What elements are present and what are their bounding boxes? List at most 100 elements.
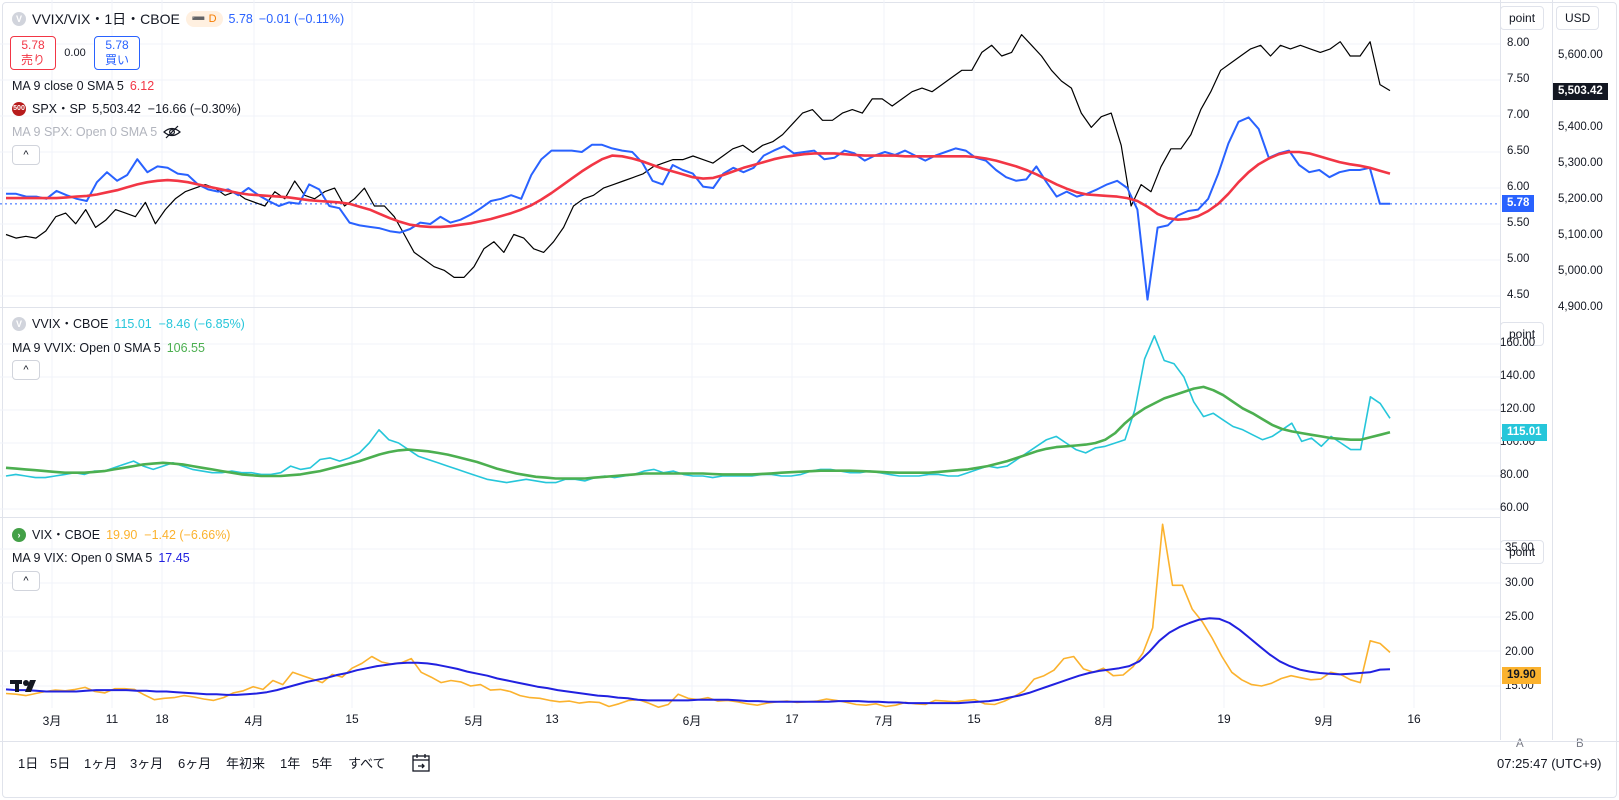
ma-vix-value: 17.45 — [158, 551, 190, 565]
time-axis-label: 19 — [1217, 712, 1231, 726]
time-axis-label: 7月 — [874, 714, 894, 728]
timeframe-button[interactable]: 5年 — [312, 756, 333, 771]
main-legend: V VVIX/VIX・1日・CBOE ➖ D 5.78 −0.01 (−0.11… — [12, 11, 344, 27]
buy-label: 買い — [104, 53, 129, 67]
hidden-eye-icon[interactable] — [163, 125, 182, 139]
timeframe-button[interactable]: 1ヶ月 — [84, 756, 118, 771]
timeframe-button[interactable]: 5日 — [50, 756, 71, 771]
buy-button[interactable]: 5.78 買い — [94, 36, 140, 70]
vix-values: 19.90 −1.42 (−6.66%) — [106, 528, 231, 542]
vvix-logo-icon: V — [12, 317, 26, 331]
collapse-vix-legend-button[interactable]: ^ — [12, 571, 40, 591]
time-axis-label: 6月 — [682, 714, 702, 728]
ma-ratio-line — [6, 150, 1391, 229]
ma-spx-legend[interactable]: MA 9 SPX: Open 0 SMA 5 — [12, 124, 182, 140]
timeframe-button[interactable]: 1日 — [18, 756, 39, 771]
time-axis-label: 15 — [967, 712, 981, 726]
ma-vix-line — [5, 617, 1391, 705]
timeframe-button[interactable]: すべて — [348, 756, 386, 771]
ma-main-legend[interactable]: MA 9 close 0 SMA 5 6.12 — [12, 78, 154, 94]
spx-legend[interactable]: 500 SPX・SP 5,503.42 −16.66 (−0.30%) — [12, 101, 241, 117]
ma-vvix-value: 106.55 — [166, 341, 205, 355]
vix-line — [5, 523, 1391, 708]
ratio-line — [6, 116, 1390, 301]
timeframe-button[interactable]: 6ヶ月 — [178, 756, 212, 771]
time-axis-label: 5月 — [464, 714, 484, 728]
main-symbol-title[interactable]: VVIX/VIX・1日・CBOE — [32, 11, 180, 27]
sell-label: 売り — [20, 53, 45, 67]
time-axis-label: 9月 — [1314, 714, 1334, 728]
collapse-vvix-legend-button[interactable]: ^ — [12, 360, 40, 380]
axis-mode-button-vix[interactable]: point — [1500, 540, 1545, 564]
vvix-axis-tick: 140.00 — [1500, 370, 1536, 382]
scale-a-label[interactable]: A — [1516, 738, 1524, 750]
vvix-axis-tick: 60.00 — [1500, 502, 1529, 514]
vix-axis-tick: 25.00 — [1505, 611, 1534, 623]
vvix-axis-tick: 160.00 — [1500, 337, 1536, 349]
bottom-toolbar: 1日 5日 1ヶ月 3ヶ月 6ヶ月 年初来 1年 5年 すべて 07:25:47 (UTC+9) — [0, 741, 1619, 798]
vix-legend[interactable]: › VIX・CBOE 19.90 −1.42 (−6.66%) — [12, 527, 230, 543]
time-axis-label: 11 — [105, 712, 119, 726]
date-range-icon[interactable] — [410, 752, 430, 774]
spread-value: 0.00 — [64, 47, 86, 59]
tradingview-logo[interactable] — [10, 676, 44, 696]
ma-vvix-line — [5, 385, 1391, 480]
vix-axis-tick: 35.00 — [1505, 542, 1534, 554]
ma-main-label: MA 9 close 0 SMA 5 — [12, 79, 124, 93]
spx-axis-tick: 4,900.00 — [1558, 301, 1603, 313]
time-axis-label: 16 — [1407, 712, 1421, 726]
vvix-line — [5, 335, 1391, 484]
time-axis-label: 8月 — [1094, 714, 1114, 728]
collapse-legend-button[interactable]: ^ — [12, 145, 40, 165]
spx-symbol: SPX・SP — [32, 102, 87, 116]
ma-vix-label: MA 9 VIX: Open 0 SMA 5 — [12, 551, 153, 565]
vvix-axis-tick: 120.00 — [1500, 403, 1536, 415]
ma-vix-legend[interactable]: MA 9 VIX: Open 0 SMA 5 17.45 — [12, 550, 190, 566]
vix-axis-tick: 20.00 — [1505, 645, 1534, 658]
spx-axis-tick: 5,300.00 — [1558, 157, 1603, 169]
last-ratio-tag: 5.78 — [1502, 195, 1535, 212]
ma-spx-label: MA 9 SPX: Open 0 SMA 5 — [12, 125, 158, 139]
price-axis-b[interactable] — [1552, 0, 1619, 740]
trade-panel: 5.78 売り 0.00 5.78 買い — [10, 36, 140, 70]
vix-symbol: VIX・CBOE — [32, 528, 101, 542]
delayed-data-badge[interactable]: ➖ D — [185, 11, 223, 27]
timeframe-button[interactable]: 1年 — [280, 756, 301, 771]
pane-separator[interactable] — [0, 307, 1500, 308]
axis-mode-button[interactable]: point — [1500, 6, 1545, 30]
time-axis-label: 4月 — [244, 714, 264, 728]
scale-b-label[interactable]: B — [1576, 738, 1584, 750]
ratio-axis-tick: 5.00 — [1507, 253, 1530, 265]
spx-axis-tick: 5,000.00 — [1558, 265, 1603, 277]
price-axis-a[interactable] — [1500, 0, 1552, 740]
spx-axis-tick: 5,400.00 — [1558, 121, 1603, 133]
spx-logo-icon: 500 — [12, 102, 26, 116]
ma-main-value: 6.12 — [129, 79, 155, 93]
vvix-legend[interactable]: V VVIX・CBOE 115.01 −8.46 (−6.85%) — [12, 316, 245, 332]
time-axis-label: 17 — [785, 712, 799, 726]
buy-price: 5.78 — [105, 38, 129, 52]
last-vvix-tag: 115.01 — [1502, 424, 1547, 441]
vvix-symbol: VVIX・CBOE — [32, 317, 109, 331]
ratio-axis-tick: 6.50 — [1507, 145, 1530, 157]
sell-price: 5.78 — [21, 38, 45, 52]
currency-button[interactable]: USD — [1556, 6, 1600, 30]
ratio-axis-tick: 8.00 — [1507, 37, 1530, 49]
symbol-logo-icon: V — [12, 12, 26, 26]
ma-vvix-legend[interactable]: MA 9 VVIX: Open 0 SMA 5 106.55 — [12, 340, 205, 356]
chart-plot-area[interactable] — [0, 0, 1500, 740]
ratio-axis-tick: 7.00 — [1507, 109, 1530, 121]
time-axis-label: 18 — [155, 712, 169, 726]
clock-display[interactable]: 07:25:47 (UTC+9) — [1497, 756, 1602, 771]
ratio-axis-tick: 7.50 — [1507, 73, 1530, 85]
axis-mode-button-vvix[interactable]: point — [1500, 322, 1545, 346]
time-axis-label: 3月 — [42, 714, 62, 728]
timeframe-button[interactable]: 年初来 — [226, 756, 266, 771]
vix-logo-icon: › — [12, 528, 26, 542]
pane-separator[interactable] — [0, 517, 1500, 518]
sell-button[interactable]: 5.78 売り — [10, 36, 56, 70]
timeframe-button[interactable]: 3ヶ月 — [130, 756, 164, 771]
tradingview-logo-icon — [10, 680, 36, 692]
ratio-axis-tick: 6.00 — [1507, 181, 1530, 193]
